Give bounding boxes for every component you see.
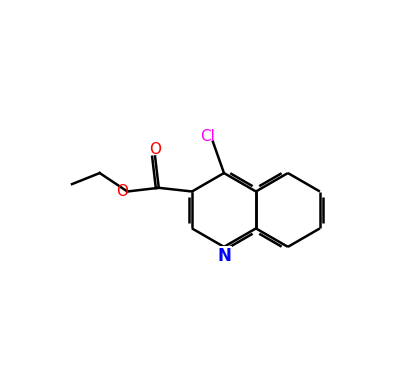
Text: O: O: [116, 184, 128, 199]
Text: Cl: Cl: [200, 129, 215, 144]
Text: O: O: [149, 142, 161, 157]
Text: N: N: [217, 247, 231, 265]
